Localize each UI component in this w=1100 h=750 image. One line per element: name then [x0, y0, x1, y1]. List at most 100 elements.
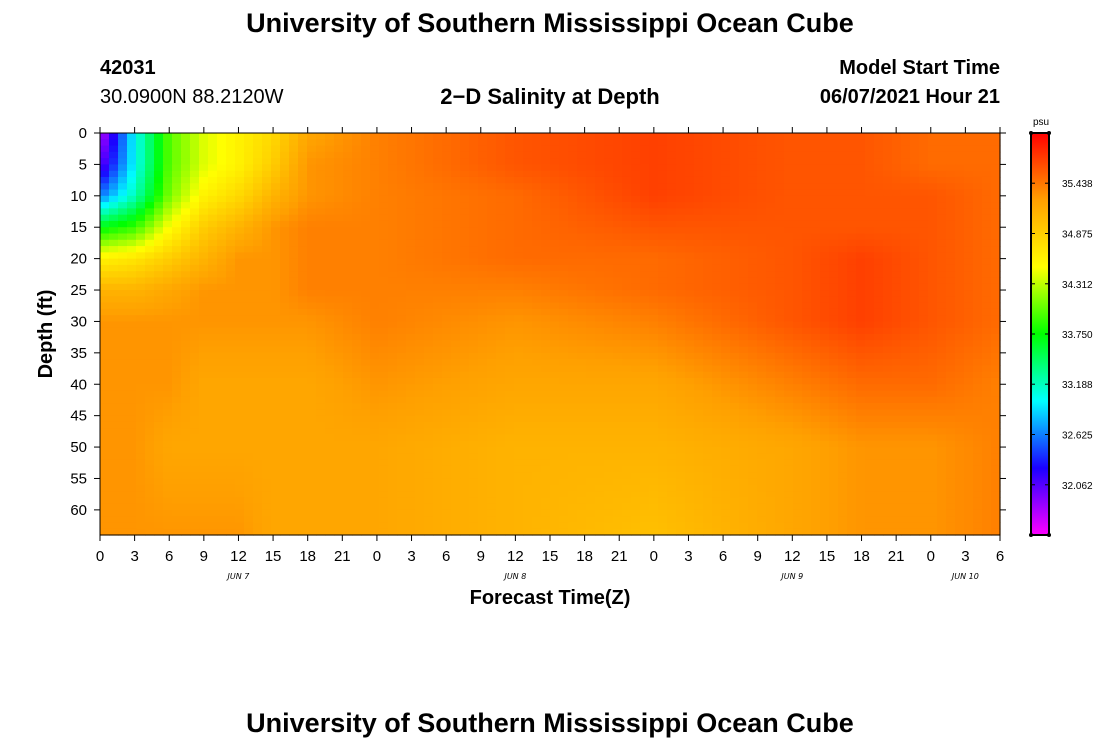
- heatmap-cell: [919, 327, 929, 335]
- heatmap-cell: [505, 377, 515, 385]
- heatmap-cell: [100, 252, 110, 260]
- heatmap-cell: [928, 227, 938, 235]
- heatmap-cell: [892, 227, 902, 235]
- heatmap-cell: [118, 151, 128, 159]
- heatmap-cell: [289, 133, 299, 140]
- heatmap-cell: [145, 321, 155, 329]
- heatmap-cell: [163, 371, 173, 379]
- heatmap-cell: [181, 258, 191, 266]
- heatmap-cell: [694, 283, 704, 291]
- heatmap-cell: [334, 277, 344, 285]
- heatmap-cell: [559, 189, 569, 197]
- heatmap-cell: [100, 327, 110, 335]
- heatmap-cell: [910, 164, 920, 172]
- heatmap-cell: [973, 145, 983, 153]
- heatmap-cell: [190, 359, 200, 367]
- heatmap-cell: [532, 283, 542, 291]
- chart-title: University of Southern Mississippi Ocean…: [246, 8, 854, 38]
- heatmap-cell: [883, 421, 893, 429]
- heatmap-cell: [883, 189, 893, 197]
- heatmap-cell: [676, 183, 686, 191]
- heatmap-cell: [820, 290, 830, 297]
- heatmap-cell: [721, 321, 731, 329]
- heatmap-cell: [694, 290, 704, 297]
- heatmap-cell: [253, 264, 263, 272]
- heatmap-cell: [550, 208, 560, 216]
- heatmap-cell: [370, 195, 380, 203]
- heatmap-cell: [613, 421, 623, 429]
- heatmap-cell: [694, 239, 704, 247]
- heatmap-cell: [280, 145, 290, 153]
- heatmap-cell: [172, 352, 182, 360]
- heatmap-cell: [253, 239, 263, 247]
- heatmap-cell: [523, 133, 533, 140]
- heatmap-cell: [244, 340, 254, 348]
- heatmap-cell: [856, 252, 866, 260]
- heatmap-cell: [181, 227, 191, 235]
- heatmap-cell: [460, 176, 470, 184]
- heatmap-cell: [145, 220, 155, 228]
- heatmap-cell: [307, 359, 317, 367]
- heatmap-cell: [172, 434, 182, 442]
- heatmap-cell: [127, 296, 137, 304]
- heatmap-cell: [289, 195, 299, 203]
- heatmap-cell: [874, 346, 884, 354]
- heatmap-cell: [568, 340, 578, 348]
- heatmap-cell: [991, 327, 1001, 335]
- heatmap-cell: [415, 202, 425, 209]
- heatmap-cell: [487, 170, 497, 178]
- heatmap-cell: [307, 158, 317, 166]
- heatmap-cell: [316, 390, 326, 398]
- heatmap-cell: [316, 258, 326, 266]
- heatmap-cell: [946, 227, 956, 235]
- heatmap-cell: [352, 340, 362, 348]
- heatmap-cell: [955, 214, 965, 222]
- heatmap-cell: [235, 195, 245, 203]
- heatmap-cell: [901, 290, 911, 297]
- heatmap-cell: [946, 195, 956, 203]
- heatmap-cell: [847, 164, 857, 172]
- heatmap-cell: [730, 220, 740, 228]
- heatmap-cell: [595, 409, 605, 417]
- heatmap-cell: [307, 334, 317, 341]
- heatmap-cell: [343, 377, 353, 385]
- heatmap-cell: [946, 352, 956, 360]
- heatmap-cell: [748, 170, 758, 178]
- heatmap-cell: [343, 403, 353, 410]
- heatmap-cell: [262, 252, 272, 260]
- heatmap-cell: [316, 252, 326, 260]
- heatmap-cell: [865, 334, 875, 341]
- heatmap-cell: [136, 239, 146, 247]
- heatmap-cell: [127, 189, 137, 197]
- heatmap-cell: [280, 176, 290, 184]
- heatmap-cell: [145, 409, 155, 417]
- heatmap-cell: [199, 346, 209, 354]
- heatmap-cell: [244, 308, 254, 316]
- heatmap-cell: [244, 233, 254, 241]
- heatmap-cell: [343, 133, 353, 140]
- heatmap-cell: [964, 220, 974, 228]
- heatmap-cell: [595, 415, 605, 423]
- heatmap-cell: [514, 233, 524, 241]
- heatmap-cell: [820, 283, 830, 291]
- heatmap-cell: [982, 371, 992, 379]
- heatmap-cell: [226, 227, 236, 235]
- heatmap-cell: [946, 371, 956, 379]
- heatmap-cell: [811, 434, 821, 442]
- heatmap-cell: [577, 396, 587, 404]
- heatmap-cell: [631, 290, 641, 297]
- heatmap-cell: [262, 202, 272, 209]
- heatmap-cell: [334, 390, 344, 398]
- heatmap-cell: [307, 384, 317, 392]
- heatmap-cell: [658, 271, 668, 279]
- heatmap-cell: [487, 239, 497, 247]
- heatmap-cell: [352, 365, 362, 373]
- heatmap-cell: [982, 283, 992, 291]
- heatmap-cell: [352, 258, 362, 266]
- heatmap-cell: [730, 214, 740, 222]
- heatmap-cell: [820, 434, 830, 442]
- heatmap-cell: [190, 434, 200, 442]
- heatmap-cell: [604, 403, 614, 410]
- heatmap-cell: [883, 208, 893, 216]
- heatmap-cell: [586, 377, 596, 385]
